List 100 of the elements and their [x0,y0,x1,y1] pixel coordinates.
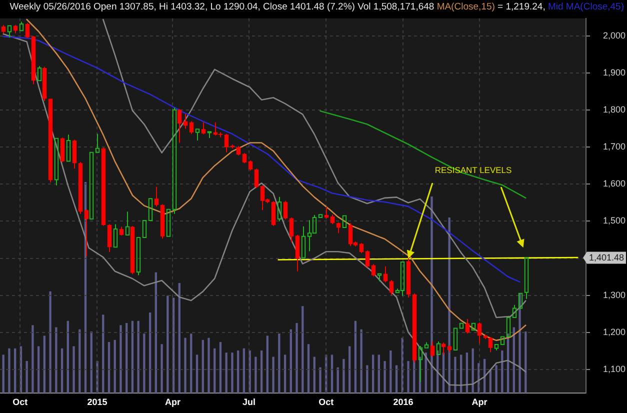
candlestick [471,322,476,331]
bar [131,320,134,393]
bar [37,346,40,393]
bar [254,356,257,393]
bar [237,350,240,393]
candlestick [125,211,130,236]
bar [501,350,504,393]
bar [378,354,380,393]
candlestick [289,217,294,242]
candlestick [224,133,229,153]
y-tick-label: 2,000 [603,30,626,41]
candlestick [54,138,59,186]
bar [495,365,498,393]
y-tick-label: 1,800 [603,104,626,115]
x-tick-label: Oct [318,396,334,407]
candlestick [488,336,493,353]
bar [26,361,28,393]
bar [178,282,180,393]
candlestick [383,266,388,283]
bar [126,323,128,393]
bar [466,352,468,393]
bar [49,291,52,393]
y-tick-label: 1,600 [603,178,626,189]
candlestick [25,22,30,39]
bar [248,350,251,393]
candlestick [148,198,153,222]
bar [208,338,210,393]
candlestick [271,200,276,227]
bar [524,331,527,393]
y-tick-label: 1,700 [603,142,626,152]
candlestick [295,234,300,272]
bar [114,340,116,393]
candlestick [236,146,241,156]
candlestick [66,134,71,162]
candlestick [389,280,394,296]
x-tick-label: 2016 [393,396,414,407]
bar [43,336,46,393]
candlestick [342,215,347,228]
bar [518,294,521,393]
candlestick [301,226,306,258]
bar [190,334,192,393]
x-tick-label: 2015 [87,396,108,407]
x-tick-label: Apr [164,396,181,407]
bar [372,354,374,393]
bar [395,365,398,393]
candlestick [242,152,247,164]
bar [319,367,322,393]
bar [260,350,263,393]
candlestick [359,242,364,254]
candlestick [254,168,259,188]
y-tick-label: 1,300 [603,290,626,300]
text: 1,401.48 [588,252,624,263]
bar [8,348,10,393]
candlestick [89,152,94,220]
y-tick-label: 1,200 [603,326,626,337]
bar [102,314,104,393]
candlestick [84,208,89,257]
bar [384,361,386,393]
candlestick [136,237,141,276]
bar [307,344,310,393]
bar [120,325,122,393]
bar [390,350,392,393]
bar [313,356,316,393]
bar [266,336,269,393]
candlestick [371,264,376,277]
candlestick [248,160,253,172]
bar [32,325,34,393]
bar [272,356,274,393]
bar [278,334,280,393]
chart-title: Weekly 05/26/2016 Open 1307.85, Hi 1403.32, Lo 1290.04, Close 1401.48 (7.2%) Vol 1,508,171,648 [10,2,434,13]
candlestick [318,214,323,218]
bar [2,354,4,393]
candlestick [477,322,482,344]
candlestick [7,25,12,38]
bar [219,342,222,393]
candlestick [207,131,212,138]
candlestick [336,222,341,234]
x-tick-label: Oct [12,396,28,407]
bar [72,346,75,393]
bar [284,354,286,393]
candlestick [95,133,100,153]
bar [454,356,456,393]
candlestick [365,250,370,268]
bar [66,320,69,393]
bar [60,348,64,393]
text: = 1,219.24, [498,2,546,13]
candlestick [330,214,335,225]
bar [330,354,334,393]
candlestick [430,340,435,358]
bar [290,329,292,393]
candlestick [518,292,523,309]
candlestick [465,318,470,334]
bar [231,352,234,393]
bar [154,272,158,393]
candlestick [195,128,200,142]
candlestick [324,206,329,219]
bar [407,361,410,393]
bar [196,354,198,393]
candlestick [166,208,171,237]
bar [472,348,474,393]
